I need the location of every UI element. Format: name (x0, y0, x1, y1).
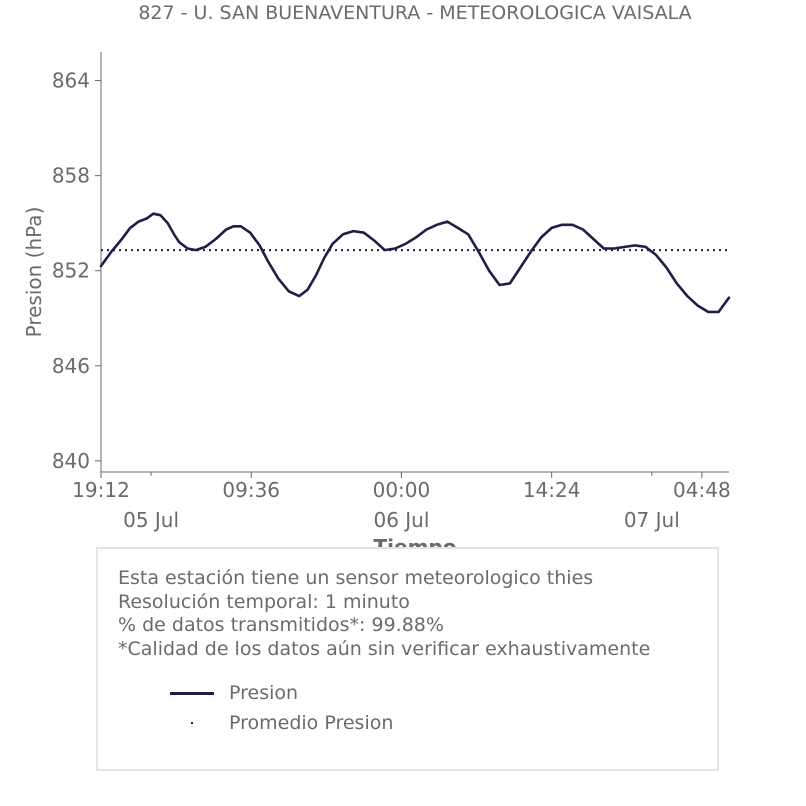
pressure-chart: 864 858 852 846 840 19:12 09:36 00:00 14:24 04:48… (22, 52, 731, 559)
legend-line-swatch (170, 681, 214, 705)
legend-item-promedio: Promedio Presion (170, 711, 393, 735)
legend-label-promedio: Promedio Presion (229, 712, 394, 734)
y-tick-label: 846 (52, 354, 90, 378)
y-tick-label: 864 (52, 69, 90, 93)
date-tick-label: 05 Jul (123, 508, 179, 532)
y-tick-label: 852 (52, 259, 90, 283)
y-axis-label: Presion (hPa) (22, 207, 46, 338)
x-tick-label: 19:12 (72, 478, 130, 502)
y-tick-label: 858 (52, 164, 90, 188)
info-box: Esta estación tiene un sensor meteorolog… (96, 547, 719, 771)
x-tick-label: 09:36 (222, 478, 280, 502)
legend-dot-swatch (170, 711, 214, 735)
info-line-quality: *Calidad de los datos aún sin verificar … (118, 637, 651, 660)
x-tick-label: 14:24 (523, 478, 581, 502)
info-text: Esta estación tiene un sensor meteorolog… (118, 567, 650, 661)
x-tick-label: 00:00 (373, 478, 431, 502)
info-line-transmitted: % de datos transmitidos*: 99.88% (118, 614, 444, 636)
y-tick-label: 840 (52, 449, 90, 473)
pressure-series-line (99, 212, 731, 314)
x-tick-label: 04:48 (673, 478, 731, 502)
legend-label-presion: Presion (229, 682, 299, 704)
date-tick-label: 06 Jul (373, 508, 429, 532)
chart-title: 827 - U. SAN BUENAVENTURA - METEOROLOGIC… (138, 2, 692, 24)
date-tick-label: 07 Jul (624, 508, 680, 532)
legend-item-presion: Presion (170, 681, 298, 705)
info-line-resolution: Resolución temporal: 1 minuto (118, 590, 410, 613)
info-line-sensor: Esta estación tiene un sensor meteorolog… (118, 567, 594, 589)
